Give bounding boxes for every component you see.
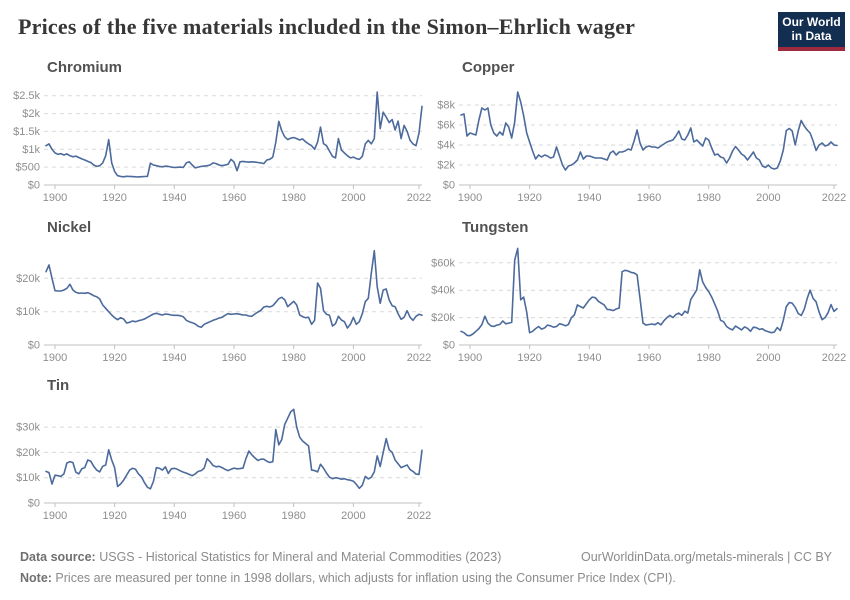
x-tick-label: 2000 (341, 510, 365, 522)
x-tick-label: 1940 (162, 510, 186, 522)
x-tick-label: 1980 (281, 192, 305, 204)
x-tick-label: 1960 (637, 192, 661, 204)
y-tick-label: $1k (22, 144, 40, 156)
footer: Data source: USGS - Historical Statistic… (20, 547, 832, 589)
y-tick-label: $0 (28, 498, 40, 510)
chart-title-tungsten: Tungsten (462, 219, 529, 236)
chart-title-chromium: Chromium (47, 59, 122, 76)
chart-title-nickel: Nickel (47, 219, 92, 236)
note-label: Note: (20, 571, 52, 585)
y-tick-label: $0 (28, 180, 40, 192)
chart-panel-tungsten: Tungsten $0 $20k $40k $60k 1900 1920 1940 1960 1… (431, 218, 846, 370)
y-tick-label: $2k (437, 160, 455, 172)
y-tick-label: $8k (437, 100, 455, 112)
chart-panel-tin: Tin $0 $10k $20k $30k 1900 1920 1940 1960 1980 20… (16, 376, 431, 528)
y-tick-label: $1.5k (13, 126, 40, 138)
x-tick-label: 1940 (577, 352, 601, 364)
y-tick-label: $20k (431, 312, 455, 324)
data-source-value: USGS - Historical Statistics for Mineral… (95, 550, 502, 564)
y-tick-label: $4k (437, 140, 455, 152)
chart-panel-nickel: Nickel $0 $10k $20k 1900 1920 1940 1960 1980 200… (16, 218, 431, 370)
y-tick-label: $20k (16, 447, 40, 459)
y-tick-label: $0 (443, 340, 455, 352)
y-tick-label: $2k (22, 108, 40, 120)
x-tick-label: 1960 (222, 192, 246, 204)
x-tick-label: 2022 (407, 352, 431, 364)
owid-logo[interactable]: Our World in Data (778, 12, 845, 51)
x-tick-label: 2000 (341, 192, 365, 204)
y-tick-label: $0 (443, 180, 455, 192)
y-tick-label: $0 (28, 340, 40, 352)
page-title: Prices of the five materials included in… (18, 14, 636, 39)
note-text: Note: Prices are measured per tonne in 1… (20, 568, 832, 589)
x-tick-label: 1900 (458, 352, 482, 364)
chart-title-copper: Copper (462, 59, 515, 76)
x-tick-label: 1900 (458, 192, 482, 204)
x-tick-label: 2000 (756, 192, 780, 204)
x-tick-label: 1900 (43, 352, 67, 364)
price-line (460, 91, 838, 171)
x-tick-label: 2022 (407, 510, 431, 522)
x-tick-label: 1900 (43, 192, 67, 204)
price-line (460, 247, 838, 337)
price-line (45, 249, 423, 329)
tin-line-chart: $0 $10k $20k $30k 1900 1920 1940 1960 1980 2000 20… (16, 408, 431, 522)
chart-panel-chromium: Chromium $0 $500 $1k $1.5k $2k $2.5k 1900 1920 1… (13, 58, 431, 210)
copper-line-chart: $0 $2k $4k $6k $8k 1900 1920 1940 1960 1980 2000 20… (437, 91, 846, 204)
x-tick-label: 1900 (43, 510, 67, 522)
x-tick-label: 1940 (577, 192, 601, 204)
logo-text-line1: Our World (782, 15, 841, 29)
x-tick-label: 1940 (162, 352, 186, 364)
x-tick-label: 2022 (822, 352, 846, 364)
x-tick-label: 1920 (102, 510, 126, 522)
x-tick-label: 2000 (341, 352, 365, 364)
y-tick-label: $60k (431, 257, 455, 269)
y-tick-label: $10k (16, 472, 40, 484)
y-tick-label: $10k (16, 306, 40, 318)
tungsten-line-chart: $0 $20k $40k $60k 1900 1920 1940 1960 1980 2000 20… (431, 247, 846, 364)
data-source-label: Data source: (20, 550, 96, 564)
x-tick-label: 1920 (102, 192, 126, 204)
x-tick-label: 1920 (102, 352, 126, 364)
price-line (45, 408, 423, 490)
chart-title-tin: Tin (47, 377, 70, 394)
x-tick-label: 1980 (696, 352, 720, 364)
y-tick-label: $30k (16, 422, 40, 434)
x-tick-label: 1980 (281, 352, 305, 364)
x-tick-label: 2022 (407, 192, 431, 204)
x-tick-label: 2022 (822, 192, 846, 204)
x-tick-label: 1980 (281, 510, 305, 522)
y-tick-label: $2.5k (13, 90, 40, 102)
y-tick-label: $6k (437, 120, 455, 132)
x-tick-label: 2000 (756, 352, 780, 364)
y-tick-label: $40k (431, 285, 455, 297)
logo-text-line2: in Data (791, 29, 832, 43)
note-value: Prices are measured per tonne in 1998 do… (51, 571, 676, 585)
chromium-line-chart: $0 $500 $1k $1.5k $2k $2.5k 1900 1920 1940 1960 19… (13, 90, 431, 204)
y-tick-label: $20k (16, 273, 40, 285)
data-source-text: Data source: USGS - Historical Statistic… (20, 547, 501, 568)
x-tick-label: 1960 (222, 510, 246, 522)
y-tick-label: $500 (16, 162, 40, 174)
nickel-line-chart: $0 $10k $20k 1900 1920 1940 1960 1980 2000 2022 (16, 249, 431, 364)
x-tick-label: 1920 (517, 192, 541, 204)
price-line (45, 91, 423, 178)
chart-panel-copper: Copper $0 $2k $4k $6k $8k 1900 1920 1940 1960 198… (435, 58, 846, 210)
x-tick-label: 1980 (696, 192, 720, 204)
x-tick-label: 1920 (517, 352, 541, 364)
x-tick-label: 1960 (222, 352, 246, 364)
attribution-link[interactable]: OurWorldinData.org/metals-minerals | CC … (580, 550, 832, 564)
x-tick-label: 1940 (162, 192, 186, 204)
x-tick-label: 1960 (637, 352, 661, 364)
